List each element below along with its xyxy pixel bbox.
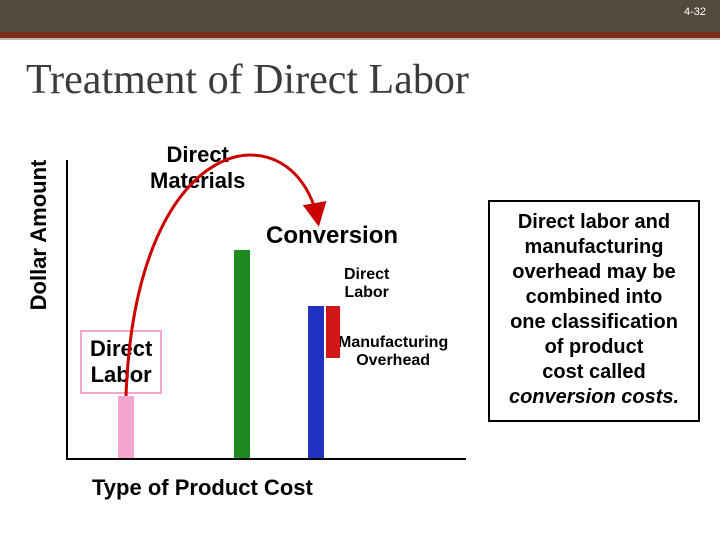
chart-area	[66, 160, 466, 460]
page-number: 4-32	[684, 6, 706, 18]
callout-box: Direct labor and manufacturing overhead …	[488, 200, 700, 422]
callout-l4: combined into	[526, 286, 663, 308]
callout-l6: of product	[545, 336, 644, 358]
x-axis-label: Type of Product Cost	[92, 475, 313, 501]
divider-line	[0, 38, 720, 40]
y-axis-label: Dollar Amount	[26, 135, 52, 335]
bar-mfg-overhead	[308, 306, 324, 458]
top-bar	[0, 0, 720, 32]
callout-l7: cost called	[542, 361, 645, 383]
bar-direct-labor-old	[118, 396, 134, 458]
callout-l2: manufacturing	[525, 236, 664, 258]
x-axis	[66, 458, 466, 460]
bar-direct-materials	[234, 250, 250, 458]
bar-direct-labor-segment	[326, 306, 340, 358]
slide-root: 4-32 Treatment of Direct Labor Direct Ma…	[0, 0, 720, 540]
callout-l5: one classification	[510, 311, 678, 333]
page-title: Treatment of Direct Labor	[26, 56, 469, 104]
callout-l1: Direct labor and	[518, 211, 670, 233]
y-axis	[66, 160, 68, 460]
callout-l8: conversion costs.	[509, 386, 679, 408]
callout-l3: overhead may be	[512, 261, 675, 283]
